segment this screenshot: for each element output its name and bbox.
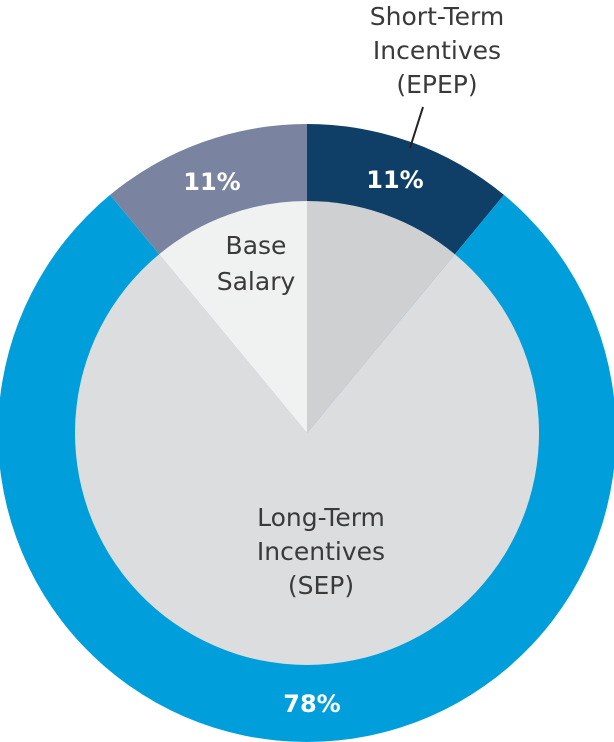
inner-segment-long-term [74,254,539,666]
label-base-salary-line2: Salary [217,267,296,296]
value-label-short-term: 11% [366,166,423,194]
label-long-term-line3: (SEP) [288,571,354,600]
inner-segment-short-term [307,201,455,433]
callout-line [409,106,424,149]
value-label-long-term: 78% [283,690,340,718]
value-label-base-salary: 11% [183,168,240,196]
label-short-term-line3: (EPEP) [396,70,477,99]
label-short-term-line2: Incentives [373,36,501,65]
label-long-term-line1: Long-Term [257,503,385,532]
label-base-salary-line1: Base [226,231,287,260]
label-short-term-line1: Short-Term [370,2,504,31]
label-long-term-line2: Incentives [257,537,385,566]
inner-segment-base-salary [159,201,307,433]
